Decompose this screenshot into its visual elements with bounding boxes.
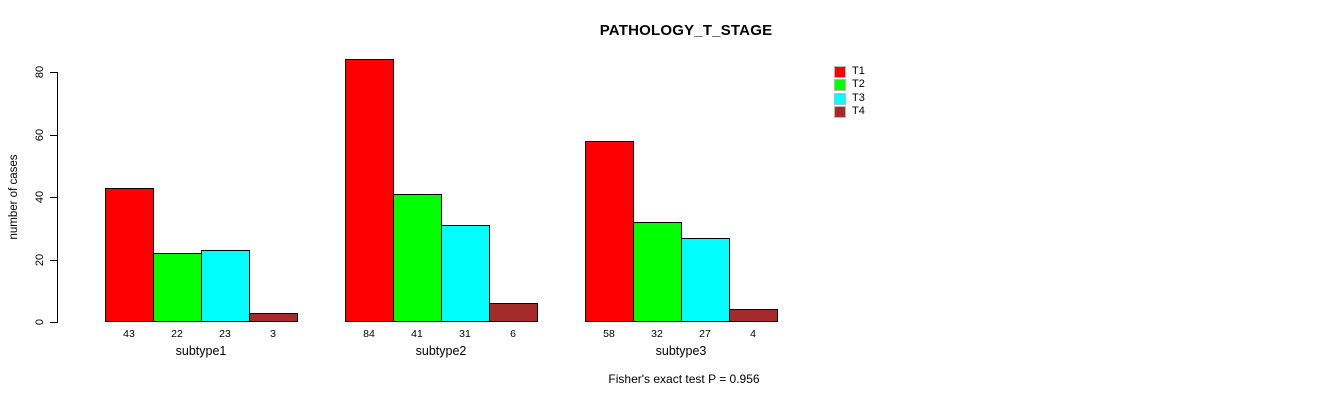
bar-value-label: 6 xyxy=(510,328,516,340)
y-axis-tick-label: 40 xyxy=(34,190,46,204)
y-axis-line-seg xyxy=(57,72,58,323)
bar-value-label: 27 xyxy=(699,328,711,340)
legend-label-t3: T3 xyxy=(852,91,865,104)
bar-value-label: 23 xyxy=(219,328,231,340)
bar-t1-subtype1 xyxy=(105,188,154,322)
y-axis-tick-label: 80 xyxy=(34,65,46,79)
chart-title: PATHOLOGY_T_STAGE xyxy=(599,22,773,39)
bar-t3-subtype1 xyxy=(201,250,250,322)
legend-swatch-t3 xyxy=(834,92,846,105)
bar-t3-subtype3 xyxy=(681,238,730,322)
y-axis-tick-label: 20 xyxy=(34,253,46,266)
bar-t4-subtype2 xyxy=(489,303,538,322)
y-axis-tick xyxy=(50,134,57,136)
legend-label-t2: T2 xyxy=(852,78,865,91)
x-category-label-subtype2: subtype2 xyxy=(415,344,467,358)
bar-t4-subtype3 xyxy=(729,309,778,322)
y-axis-tick-label: 60 xyxy=(34,128,46,141)
bar-value-label: 3 xyxy=(270,328,276,340)
bar-value-label: 22 xyxy=(171,328,183,340)
bar-value-label: 32 xyxy=(651,328,663,340)
bar-value-label: 84 xyxy=(363,328,375,340)
bar-value-label: 41 xyxy=(411,328,423,340)
y-axis-tick xyxy=(50,259,57,261)
bar-t2-subtype3 xyxy=(633,222,682,322)
y-axis-tick xyxy=(50,197,57,198)
legend-swatch-t1 xyxy=(834,66,846,78)
x-category-label-subtype3: subtype3 xyxy=(655,344,707,358)
y-axis-tick xyxy=(50,322,57,323)
y-axis-tick xyxy=(50,72,57,73)
legend-swatch-t4 xyxy=(834,106,846,119)
x-category-label-subtype1: subtype1 xyxy=(175,344,227,358)
bar-value-label: 4 xyxy=(750,328,756,340)
bar-t3-subtype2 xyxy=(441,225,490,322)
legend-swatch-t2 xyxy=(834,79,846,92)
y-axis-tick-label: 0 xyxy=(34,318,46,326)
legend-label-t1: T1 xyxy=(852,65,865,77)
bar-value-label: 43 xyxy=(123,328,135,340)
bar-t2-subtype1 xyxy=(153,253,202,322)
fisher-test-annotation: Fisher's exact test P = 0.956 xyxy=(608,372,760,386)
bar-t2-subtype2 xyxy=(393,194,442,322)
legend-label-t4: T4 xyxy=(852,105,865,118)
bar-value-label: 31 xyxy=(459,328,471,340)
bar-t4-subtype1 xyxy=(249,313,298,322)
y-axis-title: number of cases xyxy=(8,154,20,240)
bar-value-label: 58 xyxy=(603,328,615,340)
bar-t1-subtype3 xyxy=(585,141,634,322)
bar-t1-subtype2 xyxy=(345,59,394,322)
